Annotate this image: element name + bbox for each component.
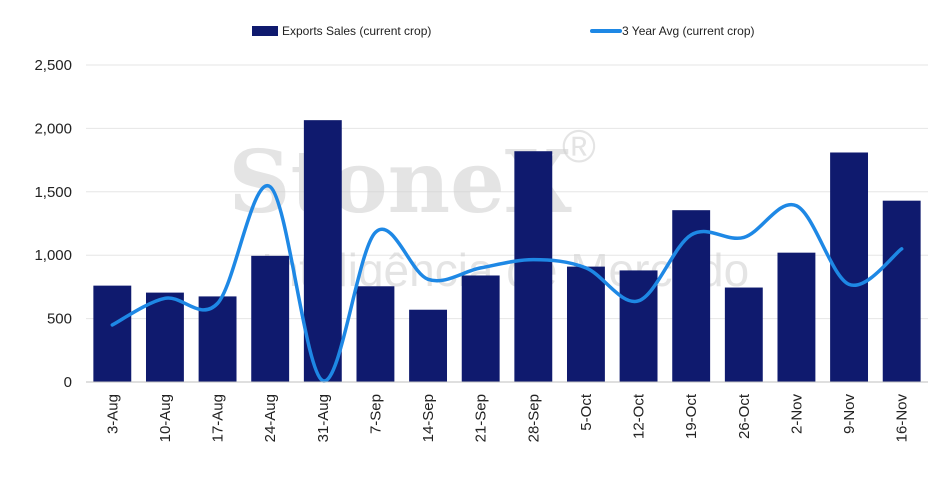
- x-tick-label: 5-Oct: [578, 393, 595, 431]
- bar: [566, 266, 605, 382]
- avg-line: [110, 184, 904, 383]
- bar: [303, 120, 342, 383]
- line-series: [110, 184, 904, 383]
- bar: [882, 200, 921, 382]
- y-tick-label: 2,000: [34, 120, 72, 137]
- y-tick-label: 2,500: [34, 57, 72, 74]
- bar: [145, 292, 184, 382]
- bar: [830, 152, 869, 382]
- bar: [514, 151, 553, 382]
- bar: [672, 210, 711, 382]
- y-tick-label: 1,000: [34, 247, 72, 264]
- watermark-mark: ®: [562, 120, 596, 172]
- y-axis: 0 500 1,000 1,500 2,000 2,500: [34, 57, 72, 391]
- legend-label-exports-sales: Exports Sales (current crop): [282, 24, 431, 38]
- x-tick-label: 9-Nov: [841, 394, 858, 435]
- legend-swatch-exports-sales: [252, 26, 278, 36]
- x-tick-label: 19-Oct: [683, 393, 700, 439]
- y-tick-label: 1,500: [34, 184, 72, 201]
- bar: [409, 309, 448, 382]
- x-tick-label: 10-Aug: [157, 394, 174, 442]
- watermark-subtitle: Inteligência de Mercado: [261, 244, 749, 296]
- x-axis: 3-Aug 10-Aug 17-Aug 24-Aug 31-Aug 7-Sep 14-Sep…: [86, 381, 928, 443]
- bar: [93, 285, 132, 382]
- x-tick-label: 7-Sep: [367, 394, 384, 434]
- bar: [724, 287, 763, 382]
- y-tick-label: 500: [47, 311, 72, 328]
- x-tick-label: 31-Aug: [315, 394, 332, 442]
- bar: [777, 252, 816, 382]
- bar-series: [93, 120, 921, 383]
- x-tick-label: 14-Sep: [420, 394, 437, 442]
- legend-label-3-year-avg: 3 Year Avg (current crop): [622, 24, 755, 38]
- x-tick-label: 16-Nov: [894, 394, 911, 443]
- bar: [251, 255, 290, 382]
- legend: Exports Sales (current crop) 3 Year Avg …: [252, 24, 755, 38]
- x-tick-label: 26-Oct: [736, 393, 753, 439]
- x-tick-label: 24-Aug: [262, 394, 279, 442]
- bar: [461, 275, 500, 382]
- x-tick-label: 28-Sep: [525, 394, 542, 442]
- x-tick-label: 3-Aug: [104, 394, 121, 434]
- x-tick-label: 12-Oct: [631, 393, 648, 439]
- bar: [356, 286, 395, 382]
- x-tick-label: 21-Sep: [473, 394, 490, 442]
- y-tick-label: 0: [64, 374, 72, 391]
- x-tick-label: 17-Aug: [210, 394, 227, 442]
- x-tick-label: 2-Nov: [788, 394, 805, 435]
